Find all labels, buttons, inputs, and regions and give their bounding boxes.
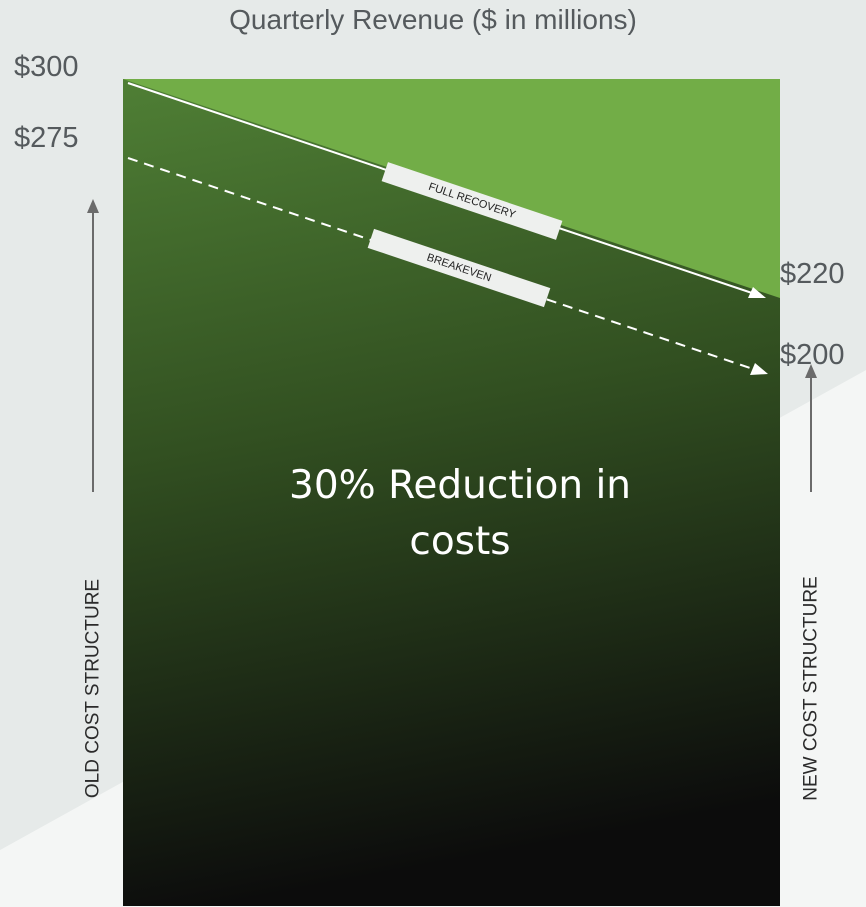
full-recovery-arrowhead <box>748 287 766 298</box>
reduction-callout-line1: 30% Reduction in <box>289 463 631 508</box>
reduction-callout-line2: costs <box>409 519 511 564</box>
right-value-200: $200 <box>780 339 845 371</box>
new-cost-structure-label: NEW COST STRUCTURE <box>800 576 822 801</box>
right-up-arrow-head <box>805 364 817 378</box>
left-value-300: $300 <box>14 51 79 83</box>
left-value-275: $275 <box>14 122 79 154</box>
reduction-callout: 30% Reduction in costs <box>260 458 660 570</box>
breakeven-arrowhead <box>750 363 768 375</box>
old-cost-structure-label: OLD COST STRUCTURE <box>82 578 104 799</box>
revenue-area-dark <box>123 79 780 906</box>
right-value-220: $220 <box>780 258 845 290</box>
left-up-arrow-head <box>87 199 99 213</box>
chart-title: Quarterly Revenue ($ in millions) <box>229 4 637 35</box>
